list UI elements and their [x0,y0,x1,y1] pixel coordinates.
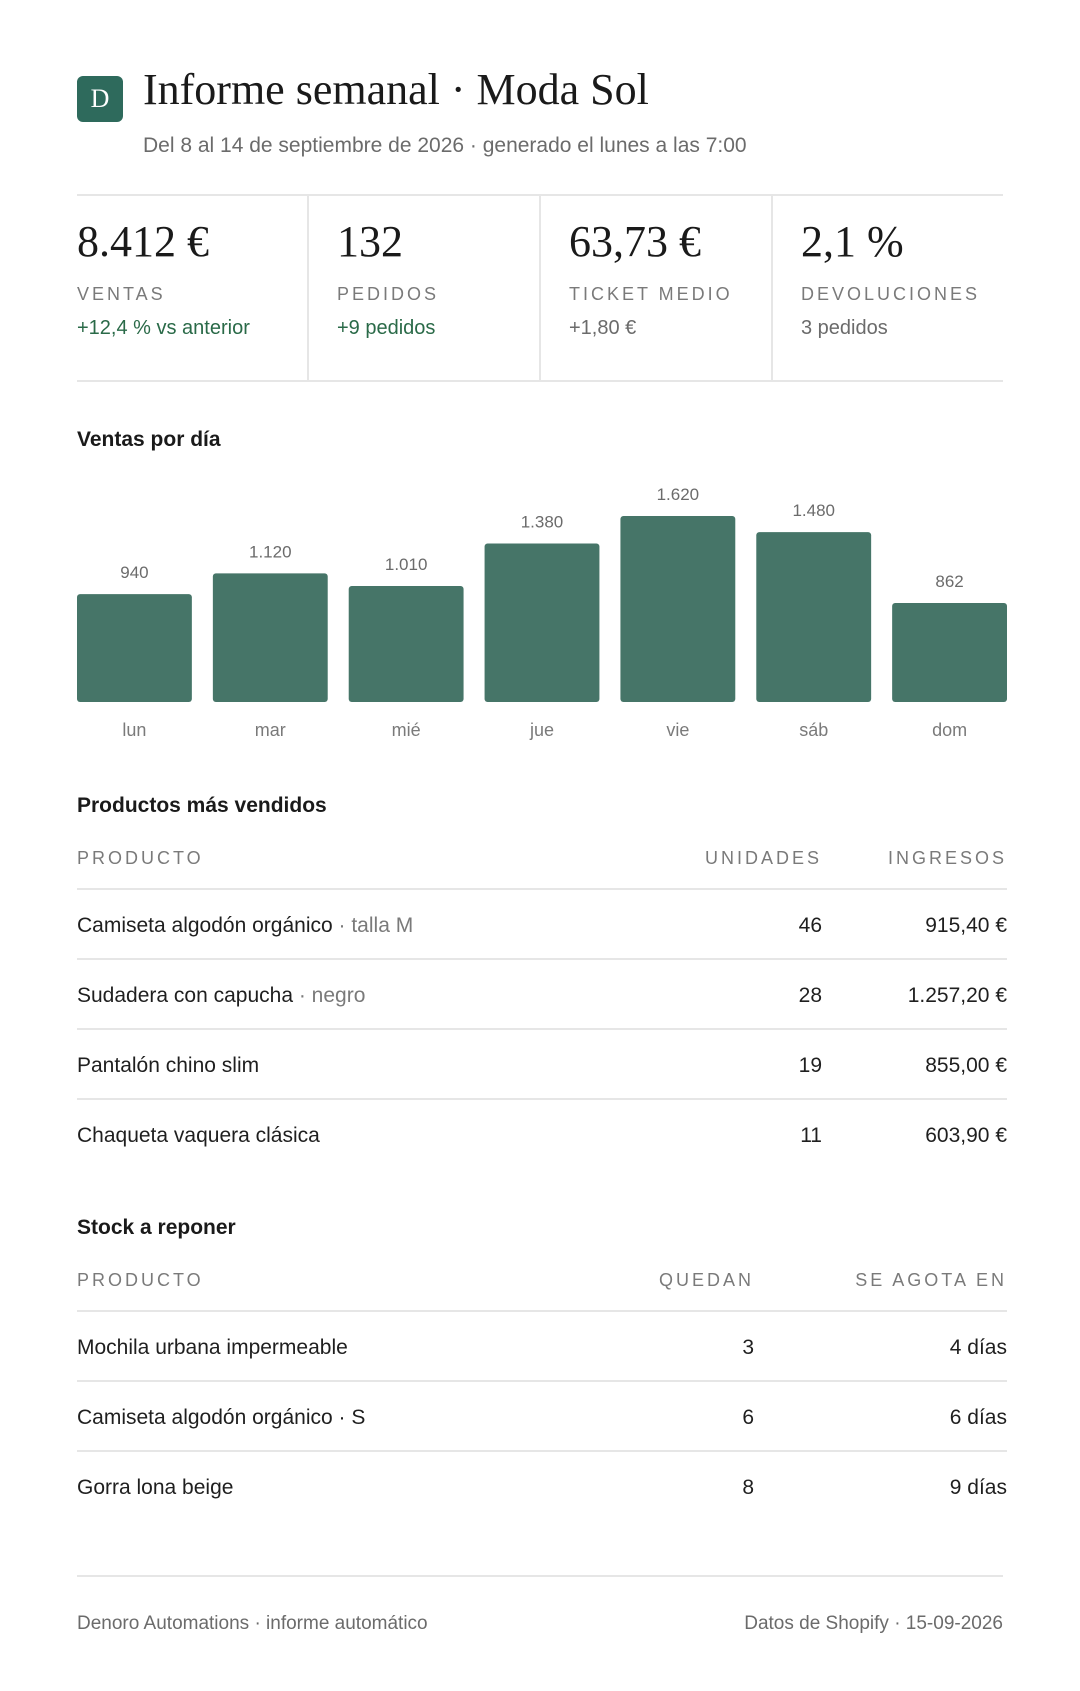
remaining-cell: 8 [742,1476,754,1499]
kpi-average-ticket: 63,73 € TICKET MEDIO +1,80 € [539,196,771,380]
column-header-product: PRODUCTO [77,1270,204,1290]
kpi-row: 8.412 € VENTAS +12,4 % vs anterior 132 P… [77,194,1003,382]
column-header-remaining: QUEDAN [658,1270,754,1290]
product-cell: Pantalón chino slim [77,1054,259,1078]
product-name: Chaqueta vaquera clásica [77,1124,320,1147]
x-tick-label: vie [666,720,689,740]
x-tick-label: lun [122,720,146,740]
kpi-delta: 3 pedidos [801,317,888,340]
page-title: Informe semanal · Moda Sol [143,65,649,114]
units-cell: 46 [798,914,822,937]
kpi-label: DEVOLUCIONES [801,284,981,305]
bar-value-label: 862 [935,572,963,591]
product-cell: Sudadera con capucha · negro [77,984,365,1008]
column-header-revenue: INGRESOS [887,848,1007,868]
bar-value-label: 1.480 [792,501,835,520]
kpi-value: 63,73 € [569,217,701,266]
table-row: Sudadera con capucha · negro 28 1.257,20… [77,960,1007,1030]
runs-out-cell: 9 días [949,1476,1007,1499]
kpi-label: PEDIDOS [337,284,440,305]
kpi-value: 8.412 € [77,217,209,266]
bar-value-label: 1.620 [657,485,700,504]
remaining-cell: 6 [742,1406,754,1429]
x-tick-label: dom [932,720,967,740]
top-products-table: PRODUCTO UNIDADES INGRESOS Camiseta algo… [77,830,1007,1168]
column-header-runs-out: SE AGOTA EN [855,1270,1007,1290]
product-cell: Camiseta algodón orgánico · talla M [77,914,413,938]
units-cell: 19 [798,1054,822,1077]
product-cell: Chaqueta vaquera clásica [77,1124,320,1148]
bar-sáb [756,532,872,702]
restock-title: Stock a reponer [77,1216,236,1239]
product-cell: Mochila urbana impermeable [77,1336,348,1359]
table-row: Pantalón chino slim 19 855,00 € [77,1030,1007,1100]
table-row: Camiseta algodón orgánico · talla M 46 9… [77,890,1007,960]
page-subtitle: Del 8 al 14 de septiembre de 2026 · gene… [143,134,747,157]
report-header: D Informe semanal · Moda Sol Del 8 al 14… [77,62,1003,172]
sales-chart-svg: 940 lun 1.120 mar 1.010 mié 1.380 jue 1.620 vie 1.… [77,485,1007,740]
kpi-label: TICKET MEDIO [569,284,733,305]
bar-value-label: 1.010 [385,555,428,574]
brand-logo: D [77,76,123,122]
runs-out-cell: 4 días [949,1336,1007,1359]
table-row: Mochila urbana impermeable 3 4 días [77,1312,1007,1382]
kpi-delta: +1,80 € [569,317,637,340]
revenue-cell: 855,00 € [925,1054,1007,1077]
kpi-delta: +12,4 % vs anterior [77,317,250,340]
product-variant: · negro [298,984,366,1007]
kpi-returns: 2,1 % DEVOLUCIONES 3 pedidos [771,196,1003,380]
sales-bar-chart: 940 lun 1.120 mar 1.010 mié 1.380 jue 1.620 vie 1.… [77,470,1007,750]
column-header-product: PRODUCTO [77,848,204,868]
kpi-delta: +9 pedidos [337,317,436,340]
bar-vie [620,516,736,702]
bar-lun [77,594,192,702]
x-tick-label: sáb [799,720,828,740]
bar-dom [892,603,1007,702]
x-tick-label: jue [529,720,554,740]
footer-credit: Denoro Automations · informe automático [77,1613,428,1634]
remaining-cell: 3 [742,1336,754,1359]
product-name: Pantalón chino slim [77,1054,260,1077]
bar-mié [348,586,464,702]
revenue-cell: 1.257,20 € [907,984,1007,1007]
kpi-label: VENTAS [77,284,166,305]
runs-out-cell: 6 días [949,1406,1007,1429]
table-row: Gorra lona beige 8 9 días [77,1452,1007,1520]
units-cell: 28 [798,984,822,1007]
revenue-cell: 915,40 € [925,914,1007,937]
sales-section-title: Ventas por día [77,428,221,451]
table-row: Camiseta algodón orgánico · S 6 6 días [77,1382,1007,1452]
kpi-orders: 132 PEDIDOS +9 pedidos [307,196,539,380]
bar-value-label: 940 [120,563,148,582]
bar-jue [484,543,600,702]
kpi-sales: 8.412 € VENTAS +12,4 % vs anterior [77,196,307,380]
top-products-title: Productos más vendidos [77,794,327,817]
product-cell: Gorra lona beige [77,1476,234,1499]
x-tick-label: mar [255,720,286,740]
kpi-value: 2,1 % [801,217,904,266]
kpi-value: 132 [337,217,403,266]
table-header: PRODUCTO QUEDAN SE AGOTA EN [77,1252,1007,1312]
revenue-cell: 603,90 € [925,1124,1007,1147]
table-row: Chaqueta vaquera clásica 11 603,90 € [77,1100,1007,1168]
x-tick-label: mié [392,720,421,740]
bar-value-label: 1.380 [521,513,564,532]
table-header: PRODUCTO UNIDADES INGRESOS [77,830,1007,890]
footer-source: Datos de Shopify · 15-09-2026 [744,1613,1003,1634]
column-header-units: UNIDADES [704,848,822,868]
product-name: Camiseta algodón orgánico [77,914,333,937]
bar-value-label: 1.120 [249,542,292,561]
product-variant: · talla M [338,914,414,937]
product-name: Sudadera con capucha [77,984,293,1007]
product-cell: Camiseta algodón orgánico · S [77,1406,366,1429]
restock-table: PRODUCTO QUEDAN SE AGOTA EN Mochila urba… [77,1252,1007,1520]
units-cell: 11 [800,1124,822,1147]
report-footer: Denoro Automations · informe automático … [77,1575,1003,1637]
bar-mar [212,573,328,702]
